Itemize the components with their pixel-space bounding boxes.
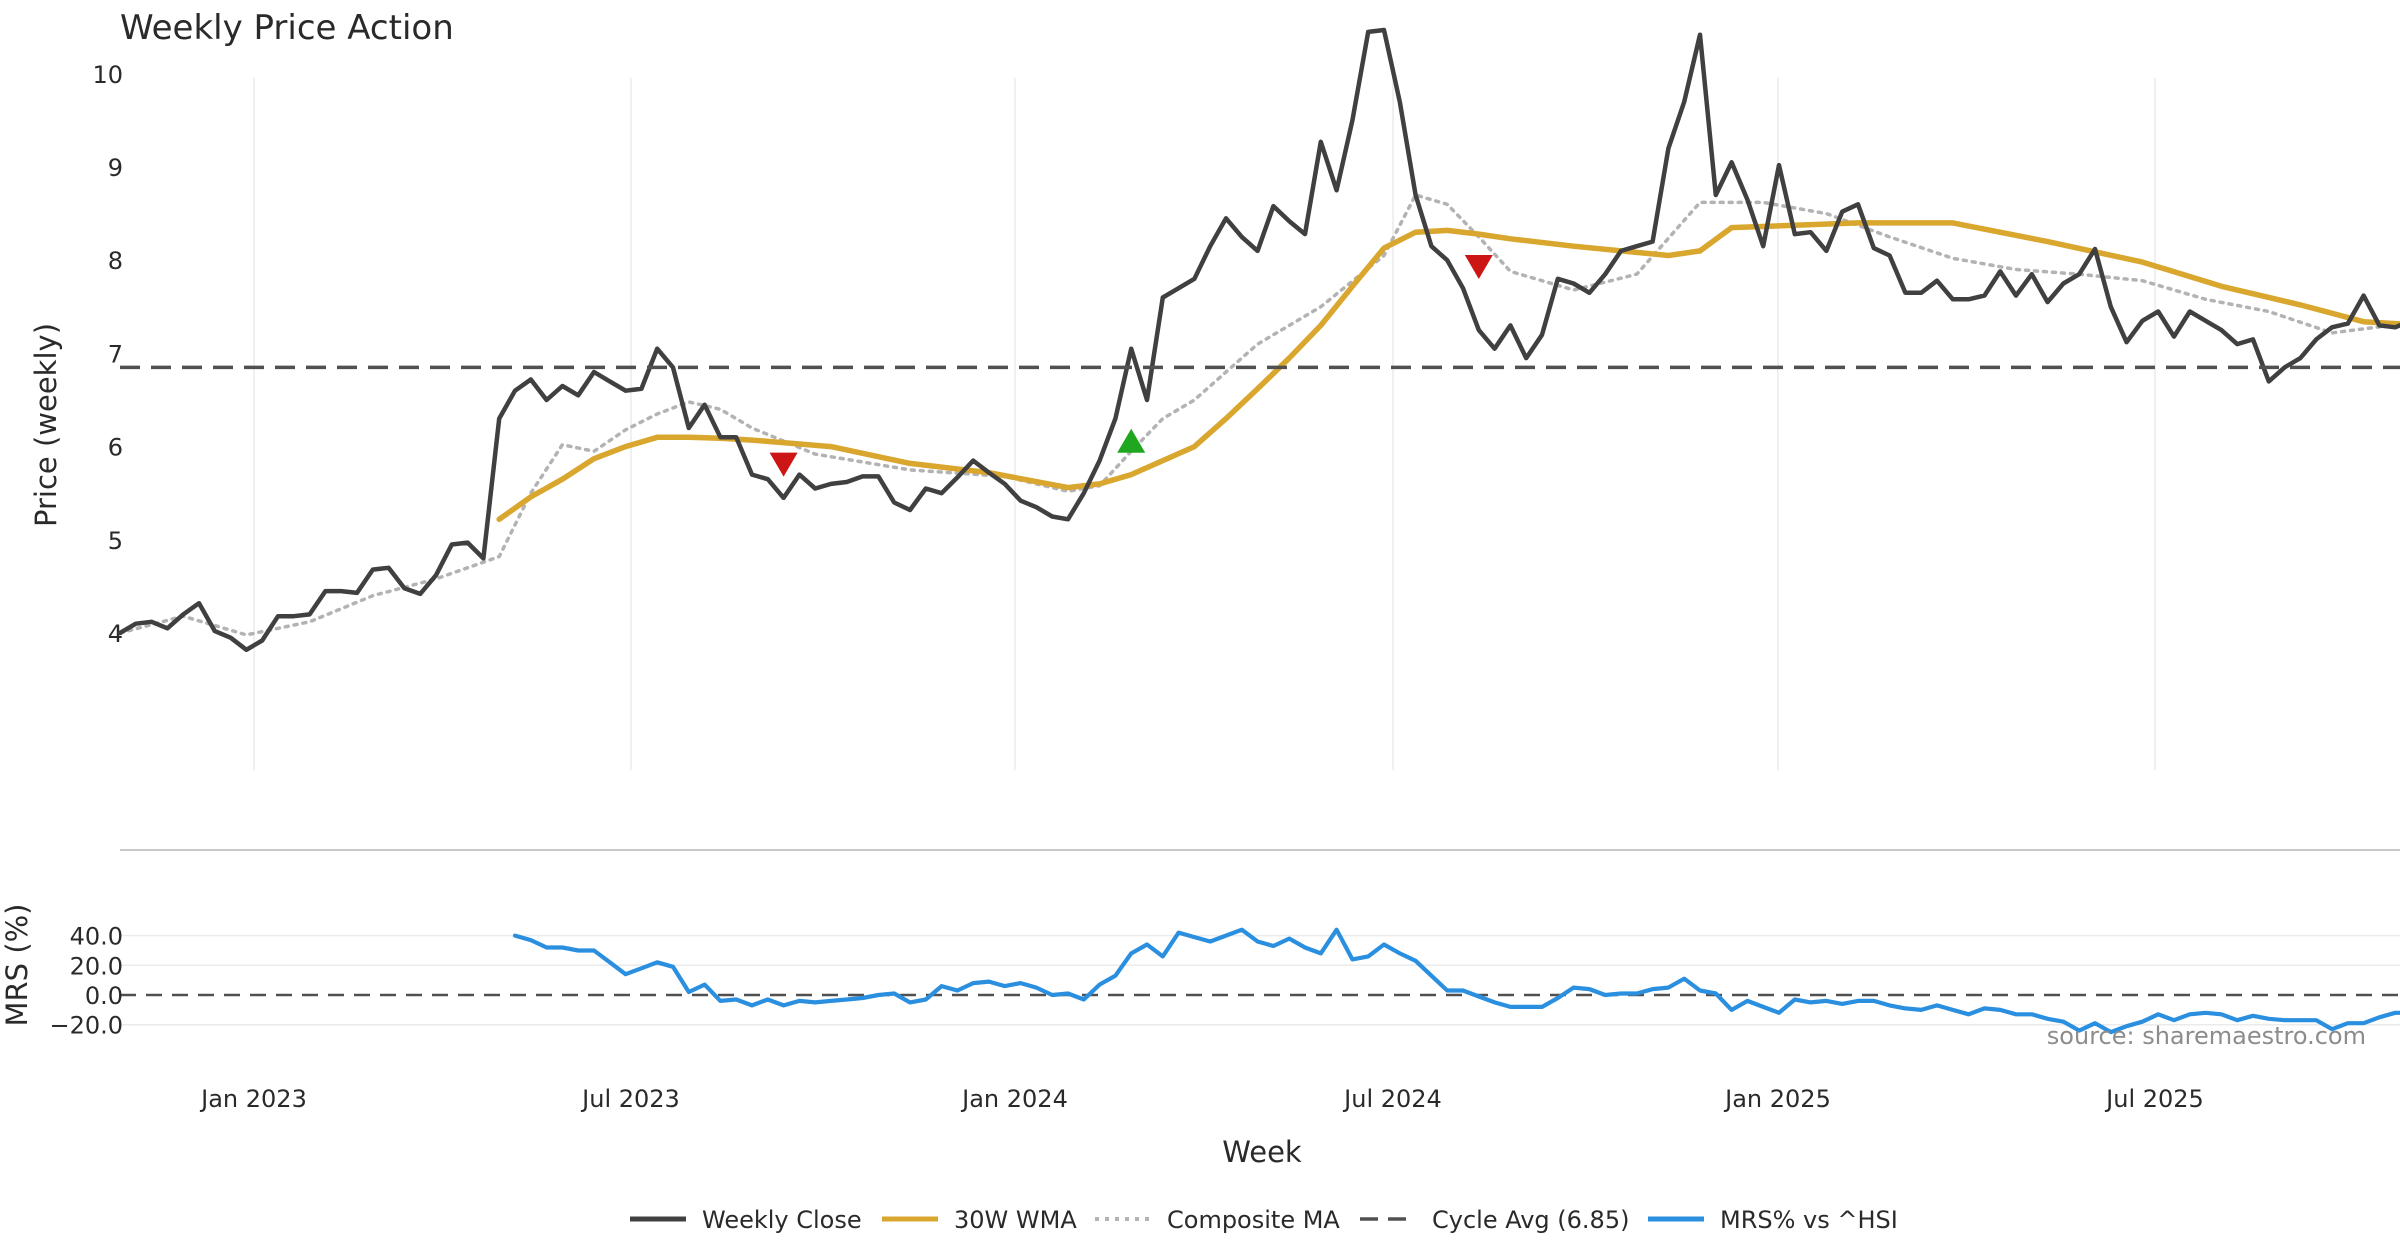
x-tick-label: Jul 2024 [1342, 1085, 1442, 1113]
mrs-tick-label: 20.0 [70, 952, 123, 980]
price-tick-label: 4 [108, 620, 123, 648]
x-axis-label: Week [1222, 1135, 1302, 1169]
legend-label: Cycle Avg (6.85) [1432, 1206, 1629, 1234]
source-attribution: source: sharemaestro.com [2047, 1022, 2366, 1050]
legend: Weekly Close 30W WMA Composite MA Cycle Avg… [630, 1206, 1898, 1234]
x-axis: Jan 2023 Jul 2023 Jan 2024 Jul 2024 Jan 2025… [199, 1085, 2204, 1113]
sell-signal-marker [769, 452, 798, 477]
price-tick-label: 7 [108, 340, 123, 368]
price-tick-label: 5 [108, 527, 123, 555]
price-tick-label: 8 [108, 247, 123, 275]
x-tick-label: Jan 2024 [960, 1085, 1068, 1113]
sell-signal-marker [1464, 254, 1493, 279]
x-tick-label: Jul 2023 [580, 1085, 680, 1113]
price-tick-label: 6 [108, 434, 123, 462]
wma-30w-line [496, 220, 2400, 523]
mrs-tick-label: 40.0 [70, 923, 123, 951]
composite-ma-line [118, 193, 2400, 637]
mrs-axis-label: MRS (%) [0, 904, 34, 1027]
chart-title: Weekly Price Action [120, 8, 454, 48]
gridlines [253, 78, 2156, 770]
mrs-tick-label: 0.0 [85, 982, 123, 1010]
x-tick-label: Jan 2025 [1723, 1085, 1831, 1113]
legend-label: 30W WMA [954, 1206, 1077, 1234]
price-tick-label: 10 [92, 61, 123, 89]
price-axis-label: Price (weekly) [29, 323, 63, 527]
x-tick-label: Jan 2023 [199, 1085, 307, 1113]
mrs-line [512, 927, 2400, 1035]
x-tick-label: Jul 2025 [2104, 1085, 2204, 1113]
price-panel: 4 5 6 7 8 9 10 [92, 27, 2400, 653]
weekly-close-line [117, 27, 2400, 653]
buy-signal-marker [1117, 428, 1146, 453]
mrs-tick-label: −20.0 [49, 1012, 123, 1040]
legend-label: Composite MA [1167, 1206, 1340, 1234]
legend-label: Weekly Close [702, 1206, 862, 1234]
price-tick-label: 9 [108, 154, 123, 182]
mrs-panel: 40.020.00.0−20.0 [49, 849, 2400, 1040]
legend-label: MRS% vs ^HSI [1720, 1206, 1898, 1234]
